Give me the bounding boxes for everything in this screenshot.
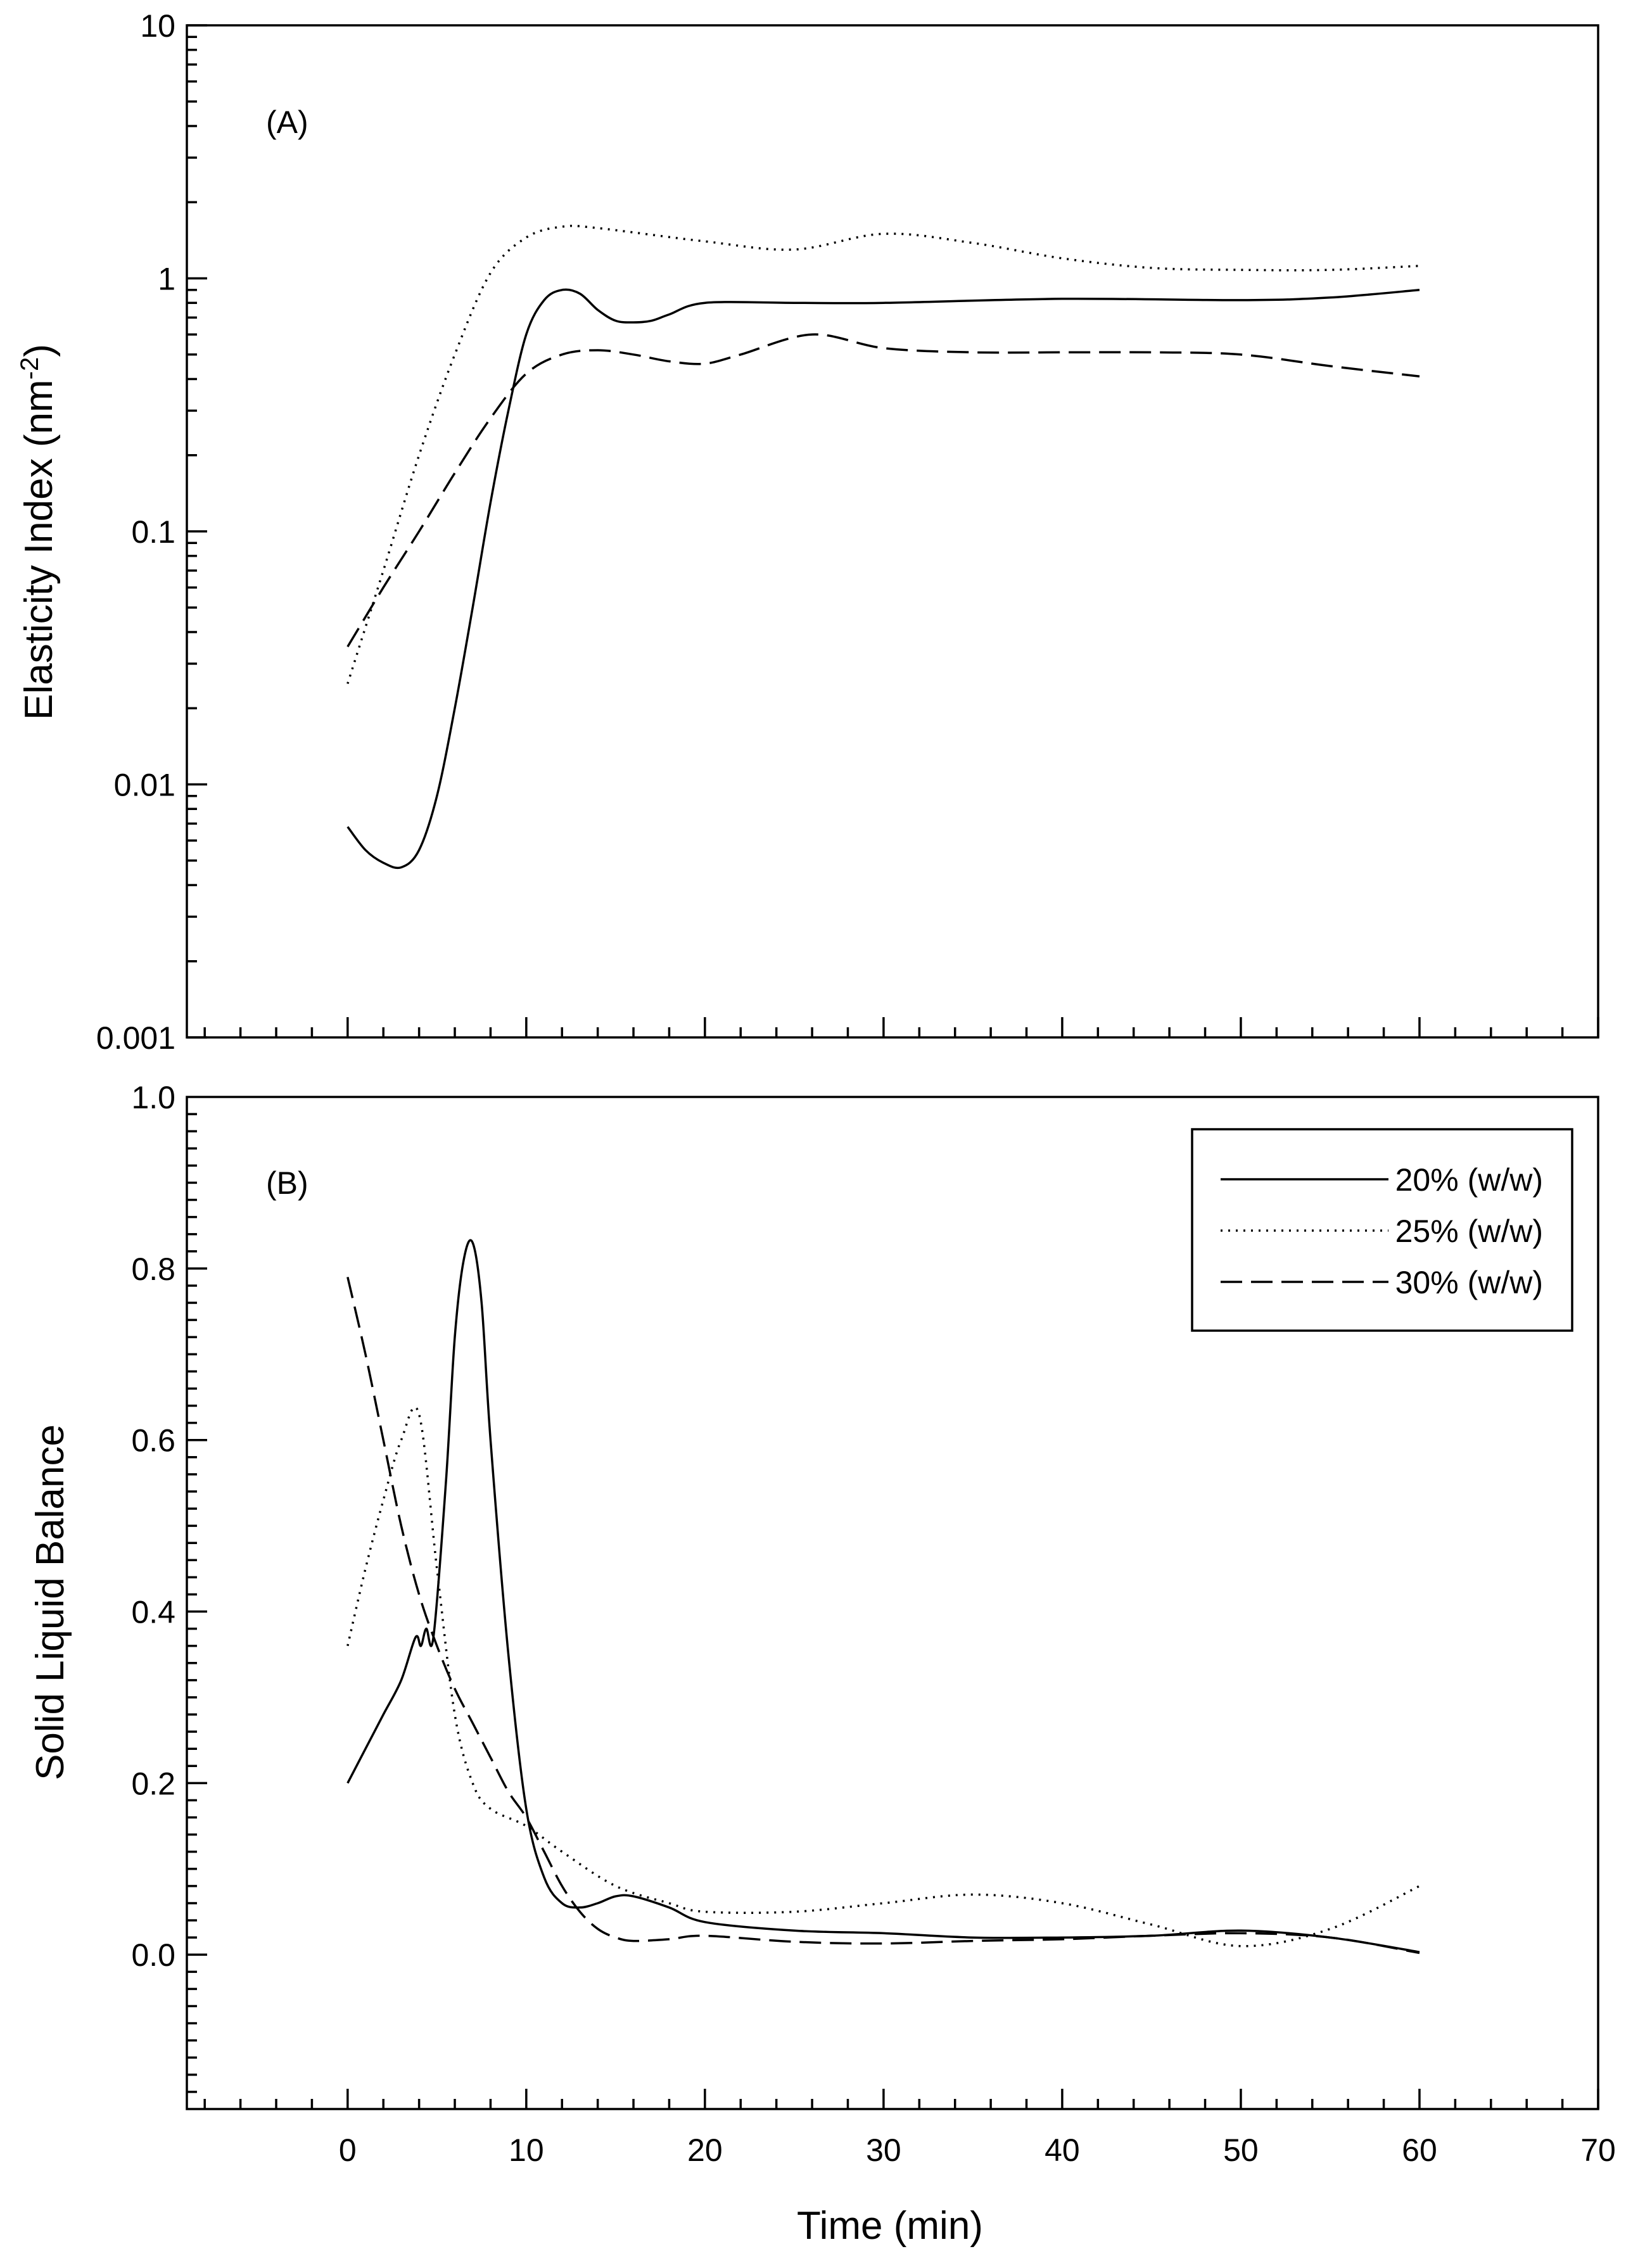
x-axis-title: Time (min)	[797, 2204, 983, 2248]
legend-label-20: 20% (w/w)	[1395, 1162, 1543, 1198]
panel-b-x-tick-labels: 0 10 20 30 40 50 60 70	[339, 2132, 1616, 2168]
b-ytick-label-0p6: 0.6	[131, 1423, 175, 1459]
legend-label-30: 30% (w/w)	[1395, 1265, 1543, 1300]
a-ytick-label-0p001: 0.001	[96, 1020, 175, 1056]
panel-b-frame	[186, 1096, 1599, 2110]
b-series-30	[346, 1277, 1420, 1954]
panel-a-frame	[186, 24, 1599, 1039]
panel-b-ticks	[187, 1113, 1599, 2109]
legend: 20% (w/w) 25% (w/w) 30% (w/w)	[1191, 1128, 1573, 1332]
b-series-20	[346, 1239, 1420, 1953]
b-ytick-label-0p2: 0.2	[131, 1766, 175, 1801]
panel-a-label: (A)	[266, 105, 308, 140]
a-ytick-label-1: 1	[158, 262, 175, 297]
panel-a-y-axis-title-sup: -2	[16, 357, 44, 380]
panel-a-series	[346, 224, 1420, 870]
a-ytick-label-0p1: 0.1	[131, 514, 175, 550]
b-ytick-label-0: 0.0	[131, 1937, 175, 1973]
legend-box	[1191, 1128, 1573, 1332]
a-series-25	[346, 224, 1420, 685]
x-tick-label-40: 40	[1045, 2132, 1080, 2168]
a-ytick-label-0p01: 0.01	[114, 768, 175, 803]
b-series-25	[346, 1406, 1420, 1948]
b-ytick-label-1: 1.0	[131, 1080, 175, 1115]
x-tick-label-50: 50	[1223, 2132, 1259, 2168]
panel-b-y-axis-title: Solid Liquid Balance	[29, 1424, 72, 1780]
x-tick-label-30: 30	[866, 2132, 901, 2168]
panel-a: 0.001 0.01 0.1 1 10 (A) Elasticity Index (nm…	[16, 8, 1599, 1056]
panel-a-y-axis-title-suffix: )	[17, 344, 61, 357]
legend-label-25: 25% (w/w)	[1395, 1213, 1543, 1249]
x-tick-label-60: 60	[1402, 2132, 1437, 2168]
x-tick-label-20: 20	[687, 2132, 723, 2168]
panel-b-y-tick-labels: 0.0 0.2 0.4 0.6 0.8 1.0	[131, 1080, 175, 1973]
x-tick-label-70: 70	[1580, 2132, 1616, 2168]
b-ytick-label-0p4: 0.4	[131, 1595, 175, 1630]
panel-a-ticks	[187, 24, 1599, 1039]
a-ytick-label-10: 10	[140, 8, 175, 44]
a-series-30	[346, 333, 1420, 648]
b-ytick-label-0p8: 0.8	[131, 1251, 175, 1287]
panel-b-series	[346, 1239, 1420, 1954]
x-tick-label-10: 10	[509, 2132, 544, 2168]
panel-a-y-tick-labels: 0.001 0.01 0.1 1 10	[96, 8, 175, 1056]
panel-b-label: (B)	[266, 1165, 308, 1201]
a-series-20	[346, 288, 1420, 870]
x-tick-label-0: 0	[339, 2132, 357, 2168]
panel-a-y-axis-title-main: Elasticity Index (nm	[17, 379, 61, 720]
panel-b: 0.0 0.2 0.4 0.6 0.8 1.0 0 10 20 30 40 50 60 70 (B) S…	[29, 1080, 1616, 2248]
panel-a-y-axis-title: Elasticity Index (nm-2)	[16, 344, 61, 720]
